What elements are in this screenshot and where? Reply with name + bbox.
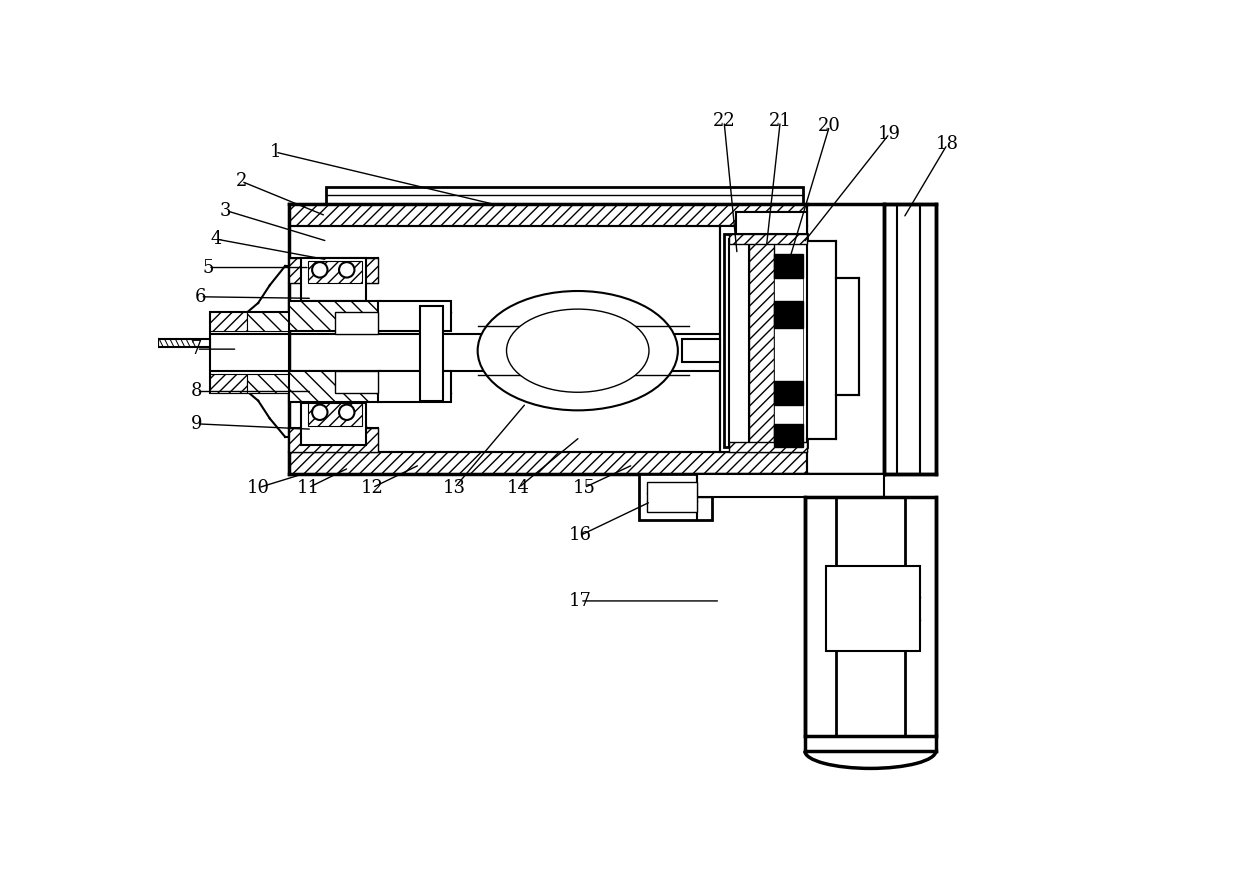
Bar <box>749 239 774 447</box>
Bar <box>289 204 807 226</box>
Text: 5: 5 <box>202 258 213 276</box>
Bar <box>826 567 920 651</box>
Text: 15: 15 <box>573 479 595 497</box>
Bar <box>300 258 366 301</box>
Text: 20: 20 <box>818 116 841 135</box>
Bar <box>735 212 807 234</box>
Circle shape <box>312 405 327 420</box>
Bar <box>211 374 247 393</box>
Bar <box>774 405 802 424</box>
Bar <box>289 428 377 453</box>
Text: 14: 14 <box>507 479 529 497</box>
Bar <box>211 312 247 331</box>
Bar <box>640 474 713 520</box>
Bar <box>289 258 377 283</box>
Bar <box>309 262 362 283</box>
Bar <box>309 403 362 426</box>
Text: 9: 9 <box>191 415 202 433</box>
Bar <box>247 312 289 331</box>
Text: 22: 22 <box>713 112 735 130</box>
Bar <box>836 277 859 395</box>
Bar <box>774 328 802 381</box>
Bar <box>720 226 807 453</box>
Bar <box>729 234 807 244</box>
Bar <box>647 481 697 513</box>
Bar <box>300 403 366 445</box>
Bar <box>774 381 802 405</box>
Text: 6: 6 <box>195 288 206 306</box>
Bar <box>377 371 450 402</box>
Bar <box>335 312 377 334</box>
Text: 8: 8 <box>191 382 202 401</box>
Ellipse shape <box>506 309 649 392</box>
Bar <box>682 339 720 362</box>
Text: 18: 18 <box>936 136 959 153</box>
Bar <box>289 453 807 474</box>
Text: 21: 21 <box>769 112 791 130</box>
Bar <box>774 255 802 277</box>
Text: 1: 1 <box>269 143 281 161</box>
Bar <box>774 301 802 328</box>
Bar <box>159 339 211 347</box>
Text: 12: 12 <box>361 479 383 497</box>
Circle shape <box>339 262 355 277</box>
Bar <box>289 301 382 331</box>
Bar <box>729 239 749 447</box>
Bar <box>697 474 884 497</box>
Bar <box>289 371 382 402</box>
Bar <box>326 188 804 204</box>
Text: 17: 17 <box>569 592 591 610</box>
Text: 3: 3 <box>221 202 232 220</box>
Bar <box>774 277 802 301</box>
Bar <box>420 306 443 401</box>
Bar <box>289 226 807 453</box>
Bar <box>377 301 450 331</box>
Text: 11: 11 <box>296 479 320 497</box>
Bar <box>884 204 936 474</box>
Text: 16: 16 <box>569 527 591 545</box>
Bar <box>805 497 936 736</box>
Bar <box>724 234 807 447</box>
Bar <box>247 374 289 393</box>
Text: 2: 2 <box>236 172 247 190</box>
Text: 13: 13 <box>443 479 466 497</box>
Text: 19: 19 <box>878 124 901 143</box>
Text: 4: 4 <box>210 230 222 248</box>
Text: 7: 7 <box>191 340 202 358</box>
Bar <box>807 242 836 439</box>
Bar <box>729 441 807 453</box>
Circle shape <box>312 262 327 277</box>
Ellipse shape <box>477 291 678 410</box>
Bar <box>211 312 289 393</box>
Bar <box>335 371 377 393</box>
Text: 10: 10 <box>247 479 270 497</box>
Circle shape <box>339 405 355 420</box>
Bar <box>774 424 802 447</box>
